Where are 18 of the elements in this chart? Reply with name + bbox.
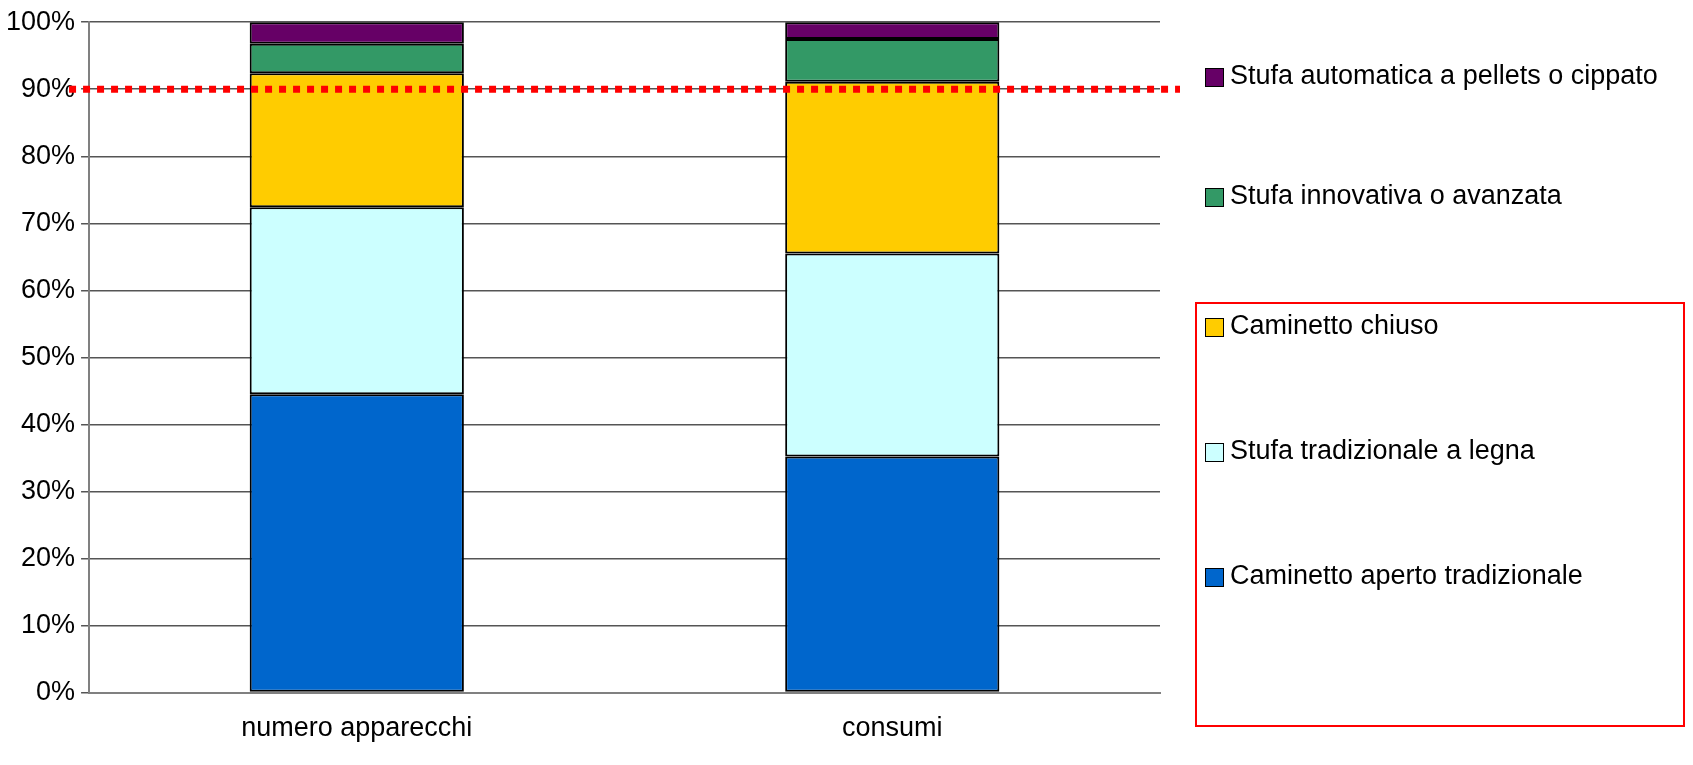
- y-tick-label: 40%: [21, 407, 76, 438]
- legend-label: Caminetto aperto tradizionale: [1230, 560, 1583, 591]
- y-tick-label: 100%: [5, 5, 76, 36]
- y-tick-label: 20%: [21, 541, 76, 572]
- x-tick-label: numero apparecchi: [241, 712, 473, 743]
- legend-label: Stufa automatica a pellets o cippato: [1230, 60, 1658, 91]
- x-tick-label: consumi: [841, 712, 943, 743]
- y-tick-label: 60%: [21, 273, 76, 304]
- legend-label: Caminetto chiuso: [1230, 310, 1439, 341]
- legend-label: Stufa tradizionale a legna: [1230, 435, 1535, 466]
- y-tick-label: 70%: [21, 206, 76, 237]
- y-tick-label: 90%: [21, 72, 76, 103]
- y-tick-label: 30%: [21, 474, 76, 505]
- y-tick-label: 80%: [21, 139, 76, 170]
- y-tick-label: 0%: [36, 676, 76, 707]
- y-tick-label: 10%: [21, 609, 76, 640]
- legend-label: Stufa innovativa o avanzata: [1230, 180, 1562, 211]
- y-tick-label: 50%: [21, 340, 76, 371]
